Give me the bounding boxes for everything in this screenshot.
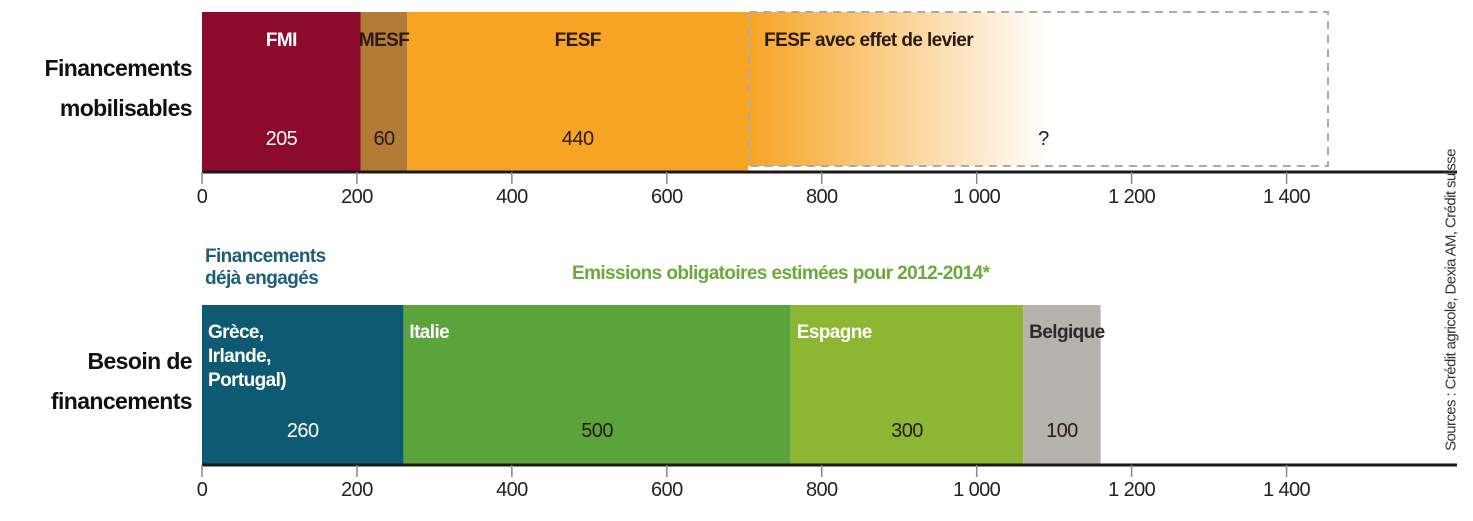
x-tick-label: 1 400 — [1263, 186, 1311, 208]
segment — [1023, 305, 1101, 465]
x-tick-label: 1 200 — [1108, 479, 1156, 501]
x-tick-label: 200 — [341, 186, 373, 208]
value-label: 60 — [373, 128, 396, 150]
segment — [202, 305, 404, 465]
x-tick-label: 1 200 — [1108, 186, 1156, 208]
segment-label: MESF — [358, 30, 410, 51]
segment-outline — [748, 11, 1329, 167]
segment — [407, 12, 749, 172]
x-tick-label: 600 — [651, 479, 683, 501]
row-label: Besoin de financements — [50, 348, 193, 414]
x-tick-label: 400 — [496, 479, 528, 501]
row-label: Financements mobilisables — [44, 55, 193, 121]
x-tick-label: 0 — [196, 479, 208, 501]
segment — [202, 12, 361, 172]
value-label: 300 — [891, 420, 923, 442]
x-tick-label: 800 — [805, 186, 838, 208]
segment-label: Italie — [409, 322, 450, 343]
segment — [403, 305, 791, 465]
segment — [790, 305, 1024, 465]
value-label: 100 — [1046, 420, 1078, 442]
annotation: Emissions obligatoires estimées pour 201… — [572, 263, 990, 284]
segment-label: FESF avec effet de levier — [764, 30, 974, 51]
x-tick-label: 600 — [651, 186, 683, 208]
value-label: 260 — [286, 420, 319, 442]
x-tick-label: 1 400 — [1263, 479, 1311, 501]
segment-label: Espagne — [796, 322, 873, 343]
x-tick-label: 800 — [805, 479, 838, 501]
segment-label: Belgique — [1029, 322, 1105, 343]
segment-uncertain — [748, 12, 1328, 166]
x-tick-label: 0 — [196, 186, 208, 208]
value-label: 440 — [561, 128, 594, 150]
annotation: Financements déjà engagés — [205, 246, 326, 289]
segment-label: FMI — [265, 30, 298, 51]
value-label: ? — [1038, 128, 1049, 150]
source-note: Sources : Crédit agricole, Dexia AM, Cré… — [1442, 149, 1460, 451]
value-label: 205 — [265, 128, 298, 150]
x-tick-label: 1 000 — [953, 186, 1001, 208]
segment-label: FESF — [554, 30, 602, 51]
x-tick-label: 400 — [496, 186, 528, 208]
segment — [360, 12, 408, 172]
segment-label: Grèce, Irlande, Portugal) — [208, 322, 287, 391]
x-tick-label: 200 — [341, 479, 373, 501]
value-label: 500 — [581, 420, 613, 442]
x-tick-label: 1 000 — [953, 479, 1001, 501]
